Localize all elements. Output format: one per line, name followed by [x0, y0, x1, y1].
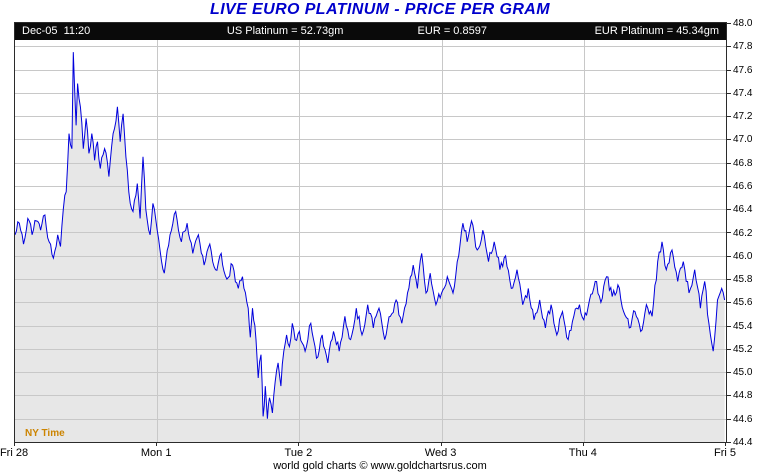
y-tick-label: 46.6 — [733, 180, 753, 192]
y-tick-mark — [727, 139, 731, 140]
x-tick-mark — [298, 443, 299, 446]
eur-platinum-value: EUR Platinum = 45.34gm — [594, 25, 719, 37]
y-tick-label: 45.4 — [733, 320, 753, 332]
y-tick-label: 47.2 — [733, 111, 753, 123]
x-tick-mark — [583, 443, 584, 446]
x-tick-label: Fri 28 — [0, 447, 29, 459]
y-tick-mark — [727, 163, 731, 164]
price-area-fill — [15, 52, 725, 442]
y-tick-label: 46.4 — [733, 204, 753, 216]
y-tick-mark — [727, 186, 731, 187]
y-tick-mark — [727, 46, 731, 47]
y-tick-mark — [727, 349, 731, 350]
y-tick-label: 44.8 — [733, 390, 753, 402]
x-axis-ticks — [14, 443, 727, 447]
x-tick-label: Tue 2 — [284, 447, 313, 459]
x-tick-label: Mon 1 — [140, 447, 172, 459]
y-tick-label: 48.0 — [733, 18, 753, 29]
us-platinum-value: US Platinum = 52.73gm — [226, 25, 344, 37]
y-tick-mark — [727, 279, 731, 280]
y-tick-label: 46.0 — [733, 250, 753, 262]
y-tick-mark — [727, 419, 731, 420]
y-tick-label: 47.8 — [733, 41, 753, 53]
y-tick-label: 47.4 — [733, 87, 753, 99]
price-line — [15, 52, 726, 419]
y-tick-label: 47.0 — [733, 134, 753, 146]
y-tick-label: 45.6 — [733, 297, 753, 309]
y-tick-mark — [727, 23, 731, 24]
y-tick-label: 44.4 — [733, 437, 753, 448]
plot-area: Dec-05 11:20 US Platinum = 52.73gm EUR =… — [14, 22, 727, 443]
x-tick-mark — [14, 443, 15, 446]
page-title: LIVE EURO PLATINUM - PRICE PER GRAM — [210, 1, 550, 18]
y-tick-mark — [727, 116, 731, 117]
y-tick-mark — [727, 70, 731, 71]
y-tick-label: 45.0 — [733, 367, 753, 379]
x-tick-mark — [725, 443, 726, 446]
y-tick-mark — [727, 395, 731, 396]
y-tick-mark — [727, 209, 731, 210]
footer-credit: world gold charts © www.goldchartsrus.co… — [273, 460, 487, 472]
y-tick-mark — [727, 302, 731, 303]
y-tick-label: 46.2 — [733, 227, 753, 239]
y-tick-label: 45.2 — [733, 343, 753, 355]
eur-rate-value: EUR = 0.8597 — [417, 25, 487, 37]
x-tick-mark — [156, 443, 157, 446]
y-tick-mark — [727, 372, 731, 373]
y-tick-label: 47.6 — [733, 64, 753, 76]
x-tick-mark — [441, 443, 442, 446]
price-chart — [15, 23, 726, 442]
y-tick-mark — [727, 256, 731, 257]
y-tick-label: 46.8 — [733, 157, 753, 169]
y-tick-mark — [727, 326, 731, 327]
timestamp-label: Dec-05 11:20 — [22, 25, 91, 37]
y-tick-mark — [727, 442, 731, 443]
y-tick-label: 44.6 — [733, 413, 753, 425]
ny-time-label: NY Time — [25, 428, 65, 439]
y-tick-label: 45.8 — [733, 274, 753, 286]
y-axis-labels: 48.0 47.8 47.6 47.4 47.2 47.0 46.8 46.6 46.4 46.2… — [727, 18, 760, 448]
info-bar: Dec-05 11:20 US Platinum = 52.73gm EUR =… — [15, 23, 726, 40]
x-axis-labels: Fri 28 Mon 1 Tue 2 Wed 3 Thu 4 Fri 5 — [0, 447, 736, 461]
x-tick-label: Thu 4 — [568, 447, 597, 459]
y-tick-mark — [727, 93, 731, 94]
x-tick-label: Wed 3 — [424, 447, 457, 459]
x-tick-label: Fri 5 — [714, 447, 736, 459]
y-tick-mark — [727, 232, 731, 233]
